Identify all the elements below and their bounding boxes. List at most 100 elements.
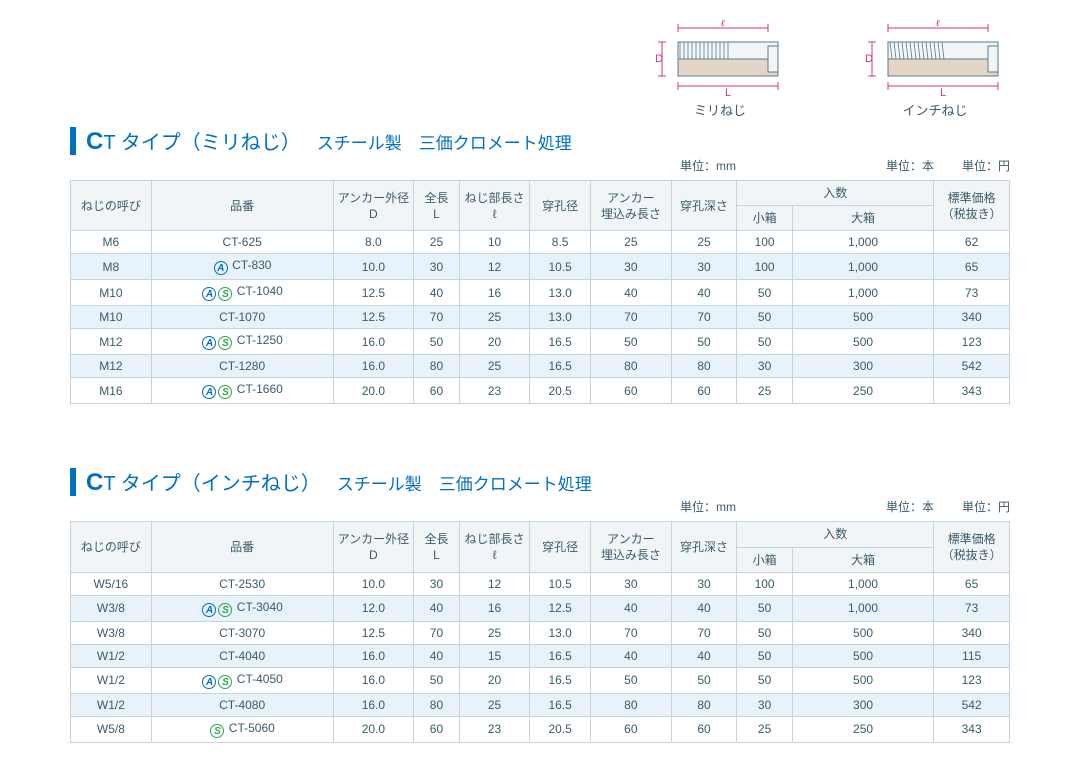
cell-small: 50 — [737, 667, 793, 693]
cell-large: 500 — [792, 329, 933, 355]
cell-drill: 16.5 — [530, 355, 591, 378]
cell-drill: 20.5 — [530, 716, 591, 742]
cell-price: 62 — [934, 231, 1010, 254]
cell-ell: 25 — [459, 621, 530, 644]
cell-small: 100 — [737, 254, 793, 280]
cell-ell: 23 — [459, 716, 530, 742]
cell-l: 40 — [414, 595, 459, 621]
cell-l: 30 — [414, 254, 459, 280]
cell-part: A CT-830 — [151, 254, 333, 280]
section-title-inch: CT タイプ（インチねじ） スチール製 三価クロメート処理 — [70, 468, 1010, 496]
cell-ell: 25 — [459, 693, 530, 716]
cell-small: 100 — [737, 231, 793, 254]
cell-price: 343 — [934, 378, 1010, 404]
cell-price: 123 — [934, 667, 1010, 693]
cell-ell: 16 — [459, 595, 530, 621]
cell-ell: 10 — [459, 231, 530, 254]
cell-d: 12.5 — [333, 306, 414, 329]
cell-part: AS CT-3040 — [151, 595, 333, 621]
cell-small: 50 — [737, 306, 793, 329]
th-small: 小箱 — [737, 206, 793, 231]
cell-l: 40 — [414, 644, 459, 667]
table-row: M12AS CT-125016.0502016.5505050500123 — [71, 329, 1010, 355]
cell-price: 73 — [934, 595, 1010, 621]
cell-l: 25 — [414, 231, 459, 254]
cell-ell: 12 — [459, 254, 530, 280]
spec-table-metric: ねじの呼び 品番 アンカー外径D 全長L ねじ部長さℓ 穿孔径 アンカー埋込み長… — [70, 180, 1010, 404]
th-thread: ねじの呼び — [71, 181, 152, 231]
cell-thread: M8 — [71, 254, 152, 280]
part-number: CT-4040 — [219, 649, 265, 663]
table-row: M12 CT-128016.0802516.5808030300542 — [71, 355, 1010, 378]
badge-a-icon: A — [214, 261, 228, 275]
th-d: アンカー外径D — [333, 522, 414, 572]
cell-price: 340 — [934, 621, 1010, 644]
cell-depth: 25 — [671, 231, 737, 254]
part-number: CT-1280 — [219, 359, 265, 373]
anchor-diagram-metric-icon: ℓ D L — [650, 20, 790, 98]
badge-a-icon: A — [202, 287, 216, 301]
cell-price: 115 — [934, 644, 1010, 667]
cell-thread: M12 — [71, 355, 152, 378]
cell-thread: W5/8 — [71, 716, 152, 742]
cell-price: 542 — [934, 355, 1010, 378]
cell-large: 500 — [792, 667, 933, 693]
cell-small: 50 — [737, 280, 793, 306]
cell-price: 542 — [934, 693, 1010, 716]
cell-embed: 40 — [590, 280, 671, 306]
cell-part: CT-3070 — [151, 621, 333, 644]
diagram-caption-inch: インチねじ — [860, 100, 1010, 119]
cell-drill: 13.0 — [530, 306, 591, 329]
cell-small: 50 — [737, 595, 793, 621]
cell-thread: M10 — [71, 306, 152, 329]
cell-part: AS CT-1040 — [151, 280, 333, 306]
cell-part: AS CT-4050 — [151, 667, 333, 693]
part-number: CT-1040 — [233, 284, 282, 298]
table-row: W1/2 CT-404016.0401516.5404050500115 — [71, 644, 1010, 667]
cell-small: 30 — [737, 693, 793, 716]
diagram-metric: ℓ D L ミリねじ — [650, 20, 790, 119]
cell-d: 16.0 — [333, 644, 414, 667]
cell-thread: M10 — [71, 280, 152, 306]
table-row: M10 CT-107012.5702513.0707050500340 — [71, 306, 1010, 329]
badge-s-icon: S — [218, 675, 232, 689]
th-embed: アンカー埋込み長さ — [590, 522, 671, 572]
cell-l: 50 — [414, 667, 459, 693]
table-row: W1/2AS CT-405016.0502016.5505050500123 — [71, 667, 1010, 693]
table-row: W5/16 CT-253010.0301210.530301001,00065 — [71, 572, 1010, 595]
unit-hon: 単位：本 — [886, 498, 934, 515]
title-main-text: CT タイプ（ミリねじ） — [86, 126, 301, 156]
th-d: アンカー外径D — [333, 181, 414, 231]
cell-large: 300 — [792, 693, 933, 716]
cell-thread: M6 — [71, 231, 152, 254]
cell-d: 16.0 — [333, 329, 414, 355]
cell-d: 20.0 — [333, 716, 414, 742]
cell-l: 70 — [414, 621, 459, 644]
cell-embed: 80 — [590, 355, 671, 378]
cell-embed: 50 — [590, 329, 671, 355]
cell-large: 1,000 — [792, 572, 933, 595]
th-qty: 入数 — [737, 181, 934, 206]
unit-yen: 単位：円 — [962, 157, 1010, 174]
units-row: 単位：mm 単位：本 単位：円 — [70, 498, 1010, 515]
cell-price: 73 — [934, 280, 1010, 306]
unit-mm: 単位：mm — [680, 157, 736, 174]
cell-d: 10.0 — [333, 572, 414, 595]
cell-small: 25 — [737, 378, 793, 404]
badge-s-icon: S — [218, 336, 232, 350]
cell-part: S CT-5060 — [151, 716, 333, 742]
cell-l: 40 — [414, 280, 459, 306]
th-ell: ねじ部長さℓ — [459, 522, 530, 572]
cell-ell: 25 — [459, 306, 530, 329]
cell-large: 500 — [792, 306, 933, 329]
th-embed: アンカー埋込み長さ — [590, 181, 671, 231]
cell-part: CT-1070 — [151, 306, 333, 329]
cell-large: 500 — [792, 621, 933, 644]
cell-thread: W5/16 — [71, 572, 152, 595]
th-l: 全長L — [414, 522, 459, 572]
cell-thread: W3/8 — [71, 621, 152, 644]
unit-yen: 単位：円 — [962, 498, 1010, 515]
cell-drill: 13.0 — [530, 621, 591, 644]
th-large: 大箱 — [792, 547, 933, 572]
cell-drill: 16.5 — [530, 667, 591, 693]
